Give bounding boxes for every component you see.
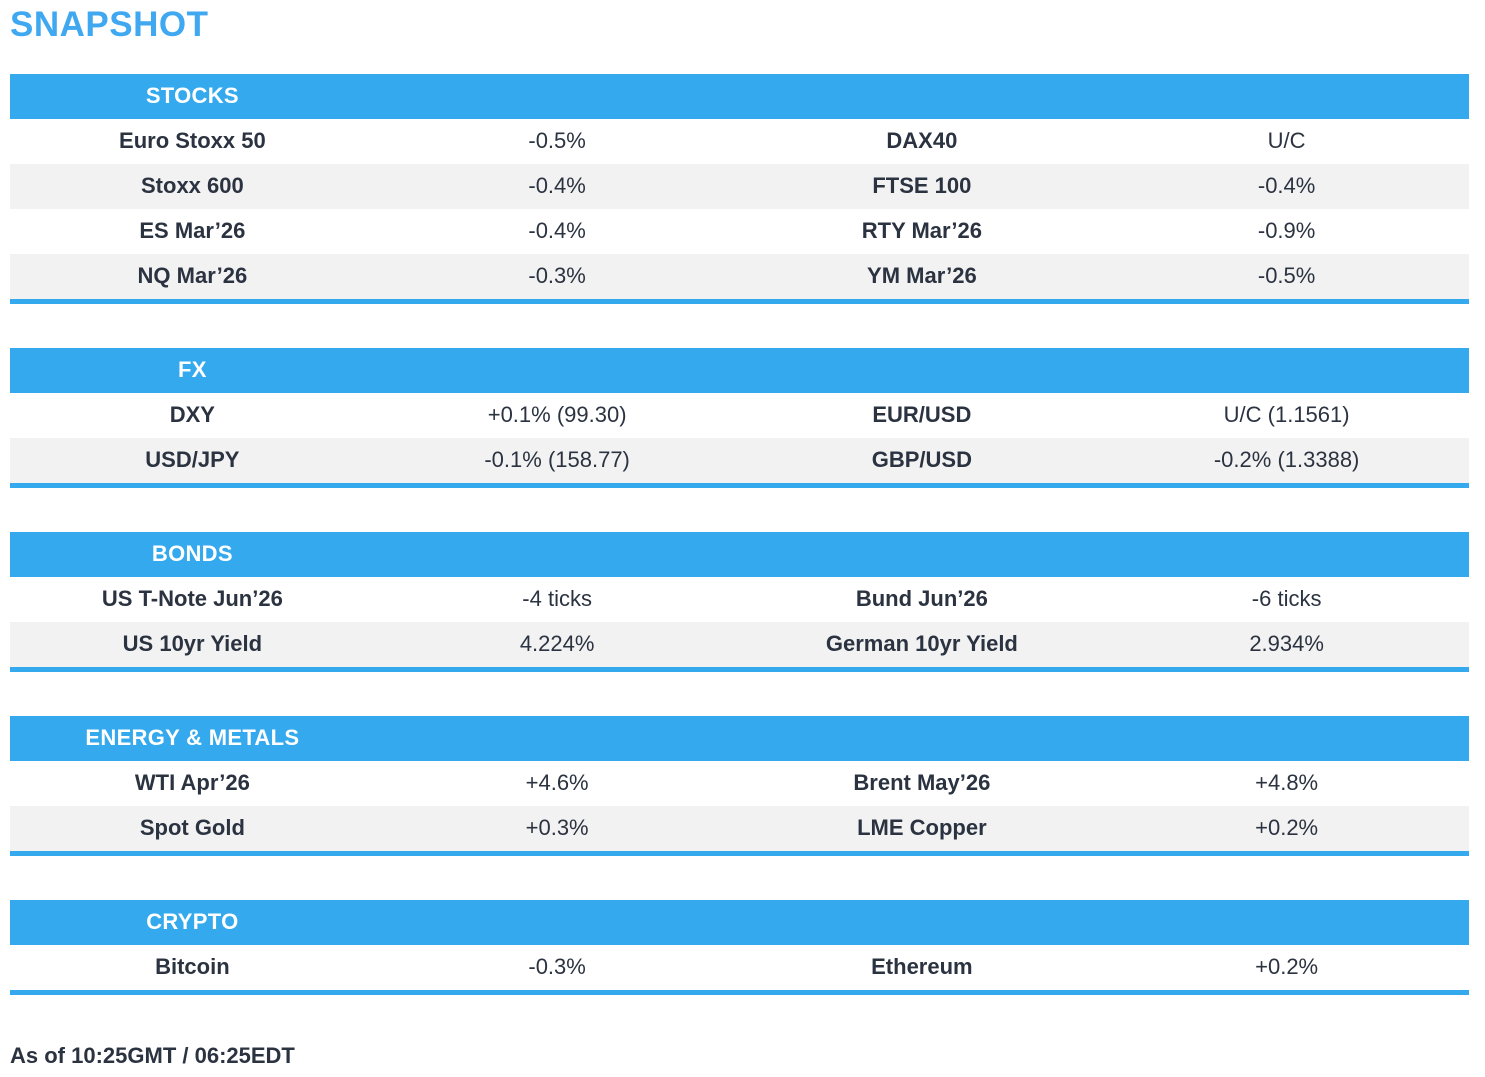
section-header: BONDS (10, 531, 1469, 577)
section-header-label: ENERGY & METALS (85, 725, 300, 750)
instrument-value: -0.4% (528, 173, 586, 198)
instrument-value: +0.2% (1255, 815, 1319, 840)
instrument-value: +0.1% (99.30) (487, 402, 627, 427)
instrument-value: -0.1% (158.77) (484, 447, 630, 472)
page-title: SNAPSHOT (10, 5, 209, 44)
instrument-label: USD/JPY (145, 447, 240, 472)
instrument-label: GBP/USD (871, 447, 972, 472)
instrument-value: +4.6% (525, 770, 589, 795)
section-fx: FX DXY +0.1% (99.30) EUR/USD U/C (1.1561… (10, 347, 1469, 488)
instrument-label: Brent May’26 (853, 770, 991, 795)
instrument-label: FTSE 100 (872, 173, 972, 198)
table-row: DXY +0.1% (99.30) EUR/USD U/C (1.1561) (10, 392, 1469, 438)
table-row: Spot Gold +0.3% LME Copper +0.2% (10, 805, 1469, 851)
instrument-label: Stoxx 600 (141, 173, 244, 198)
section-energy-metals: ENERGY & METALS WTI Apr’26 +4.6% Brent M… (10, 715, 1469, 856)
timestamp-note: As of 10:25GMT / 06:25EDT (10, 1042, 295, 1068)
instrument-value: -0.4% (528, 218, 586, 243)
instrument-value: +4.8% (1255, 770, 1319, 795)
instrument-label: Bund Jun’26 (855, 586, 988, 611)
instrument-label: WTI Apr’26 (134, 770, 250, 795)
instrument-label: Ethereum (871, 954, 973, 979)
section-stocks: STOCKS Euro Stoxx 50 -0.5% DAX40 U/C Sto… (10, 73, 1469, 304)
table-row: Bitcoin -0.3% Ethereum +0.2% (10, 944, 1469, 990)
instrument-label: Euro Stoxx 50 (119, 128, 266, 153)
instrument-value: -6 ticks (1251, 586, 1322, 611)
instrument-value: U/C (1.1561) (1223, 402, 1350, 427)
table-row: USD/JPY -0.1% (158.77) GBP/USD -0.2% (1.… (10, 437, 1469, 483)
table-row: Stoxx 600 -0.4% FTSE 100 -0.4% (10, 163, 1469, 209)
instrument-label: Bitcoin (155, 954, 230, 979)
instrument-value: U/C (1267, 128, 1306, 153)
section-header-label: BONDS (151, 541, 233, 566)
section-header-label: STOCKS (145, 83, 239, 108)
section-header-label: FX (178, 357, 207, 382)
instrument-value: +0.2% (1255, 954, 1319, 979)
instrument-label: Spot Gold (139, 815, 245, 840)
instrument-label: YM Mar’26 (867, 263, 977, 288)
instrument-value: -0.2% (1.3388) (1213, 447, 1360, 472)
instrument-value: +0.3% (525, 815, 589, 840)
section-header: FX (10, 347, 1469, 393)
table-row: Euro Stoxx 50 -0.5% DAX40 U/C (10, 118, 1469, 164)
instrument-label: German 10yr Yield (825, 631, 1018, 656)
section-header: CRYPTO (10, 899, 1469, 945)
instrument-value: -0.3% (528, 263, 586, 288)
table-row: NQ Mar’26 -0.3% YM Mar’26 -0.5% (10, 253, 1469, 299)
instrument-value: 2.934% (1249, 631, 1324, 656)
instrument-label: DXY (169, 402, 215, 427)
table-row: US 10yr Yield 4.224% German 10yr Yield 2… (10, 621, 1469, 667)
section-crypto: CRYPTO Bitcoin -0.3% Ethereum +0.2% (10, 899, 1469, 995)
instrument-value: -0.4% (1257, 173, 1316, 198)
section-header-label: CRYPTO (146, 909, 239, 934)
instrument-label: US T-Note Jun’26 (101, 586, 283, 611)
instrument-label: LME Copper (857, 815, 987, 840)
instrument-value: -4 ticks (522, 586, 592, 611)
instrument-value: 4.224% (519, 631, 595, 656)
instrument-label: ES Mar’26 (139, 218, 246, 243)
instrument-label: EUR/USD (872, 402, 972, 427)
instrument-label: NQ Mar’26 (137, 263, 248, 288)
instrument-value: -0.5% (1257, 263, 1316, 288)
instrument-label: RTY Mar’26 (861, 218, 982, 243)
instrument-value: -0.5% (528, 128, 586, 153)
table-row: ES Mar’26 -0.4% RTY Mar’26 -0.9% (10, 208, 1469, 254)
section-header: STOCKS (10, 73, 1469, 119)
table-row: US T-Note Jun’26 -4 ticks Bund Jun’26 -6… (10, 576, 1469, 622)
instrument-label: US 10yr Yield (122, 631, 263, 656)
instrument-value: -0.3% (528, 954, 586, 979)
instrument-value: -0.9% (1257, 218, 1316, 243)
section-header: ENERGY & METALS (10, 715, 1469, 761)
table-row: WTI Apr’26 +4.6% Brent May’26 +4.8% (10, 760, 1469, 806)
instrument-label: DAX40 (886, 128, 958, 153)
section-bonds: BONDS US T-Note Jun’26 -4 ticks Bund Jun… (10, 531, 1469, 672)
